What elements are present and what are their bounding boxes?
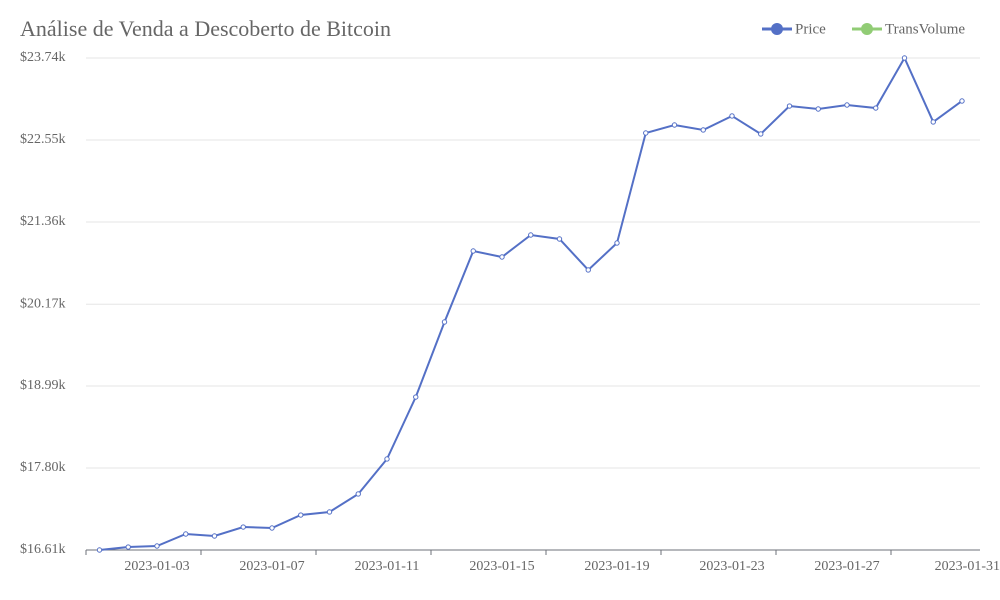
y-tick-label: $22.55k [20, 132, 66, 147]
point [614, 240, 620, 246]
point [873, 105, 879, 111]
point [528, 232, 534, 238]
x-tick-label: 2023-01-15 [469, 559, 534, 574]
point [499, 254, 505, 260]
point [556, 236, 563, 242]
point [384, 456, 390, 462]
point [441, 319, 448, 325]
point [643, 130, 649, 136]
point [815, 106, 821, 112]
legend-label: TransVolume [885, 21, 965, 37]
x-tick-label: 2023-01-19 [584, 559, 649, 574]
point [211, 533, 218, 539]
point [269, 525, 275, 531]
x-tick-label: 2023-01-03 [124, 559, 189, 574]
point [96, 547, 103, 553]
x-tick-label: 2023-01-23 [699, 559, 764, 574]
y-tick-label: $20.17k [20, 296, 66, 311]
x-tick-label: 2023-01-11 [355, 559, 420, 574]
legend-marker [771, 23, 783, 35]
point [326, 509, 333, 515]
point [930, 119, 936, 125]
x-tick-label: 2023-01-31 [935, 559, 1000, 574]
point [585, 267, 591, 273]
y-tick-label: $21.36k [20, 214, 66, 229]
point [154, 543, 160, 549]
point [355, 491, 361, 497]
y-tick-label: $23.74k [20, 50, 66, 65]
point [700, 127, 706, 133]
point [758, 131, 764, 137]
legend-marker [861, 23, 873, 35]
chart-title: Análise de Venda a Descoberto de Bitcoin [20, 16, 391, 41]
point [240, 524, 246, 530]
point [786, 103, 793, 109]
x-tick-label: 2023-01-07 [239, 559, 304, 574]
y-tick-label: $18.99k [20, 378, 66, 393]
legend-item[interactable]: Price [762, 21, 826, 37]
legend-label: Price [795, 21, 826, 37]
x-tick-label: 2023-01-27 [814, 559, 879, 574]
y-tick-label: $16.61k [20, 542, 66, 557]
point [470, 248, 476, 254]
point [671, 122, 678, 128]
point [729, 113, 735, 119]
legend-item[interactable]: TransVolume [852, 21, 965, 37]
point [844, 102, 850, 108]
point [183, 531, 189, 537]
point [125, 544, 131, 550]
y-tick-label: $17.80k [20, 460, 66, 475]
point [413, 394, 419, 400]
point [298, 512, 304, 518]
point [959, 98, 965, 104]
point [901, 55, 908, 61]
